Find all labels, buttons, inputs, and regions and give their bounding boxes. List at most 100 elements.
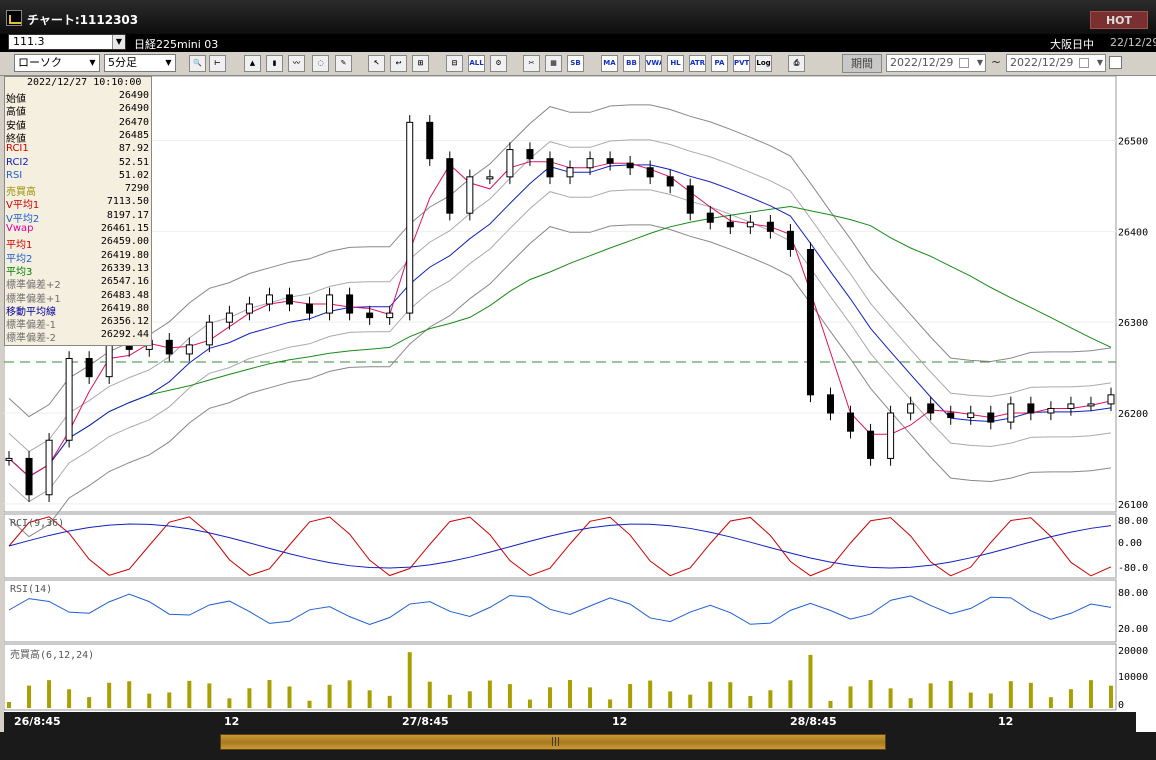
date-from-field[interactable]: 2022/12/29 ▼ [886,54,986,72]
hot-button[interactable]: HOT [1090,11,1148,29]
color-button[interactable]: ▦ [545,55,562,72]
chevron-down-icon[interactable]: ▼ [112,35,125,49]
pa-button[interactable]: PA [711,55,728,72]
candle-body [686,185,694,214]
rci-panel-label: RCI(9,36) [10,518,64,529]
volume-bar [568,680,573,708]
info-key: 標準偏差+1 [6,293,61,305]
volume-bar [547,687,552,708]
hl-button[interactable]: HL [667,55,684,72]
chevron-down-icon[interactable]: ▼ [89,58,96,67]
sb-button[interactable]: SB [567,55,584,72]
bar-button[interactable]: ▮ [266,55,283,72]
interval-select[interactable]: 5分足 ▼ [104,54,176,72]
info-key: 平均1 [6,240,33,252]
erase-button[interactable]: ↩ [390,55,407,72]
volume-bar [427,681,432,708]
volume-tick-label: 20000 [1118,646,1148,657]
info-value: 26356.12 [100,316,149,328]
cursor-button[interactable]: ⊢ [209,55,226,72]
candle-body [5,457,13,461]
volume-bar [648,680,653,708]
pointer-button[interactable]: ↖ [368,55,385,72]
info-key: RSI [6,169,23,181]
volume-bar [888,688,893,708]
vwap-button[interactable]: VWA [645,55,662,72]
info-key: RCI2 [6,156,29,168]
candle-body [406,121,414,314]
rci-tick-label: -80.0 [1118,563,1148,574]
ma-button[interactable]: MA [601,55,618,72]
volume-bar [487,680,492,708]
price-chart-svg[interactable]: RCI(9,36) RSI(14) 売買高(6,12,24) 26500 26400 26… [4,76,1156,712]
chevron-down-icon[interactable]: ▼ [165,58,172,67]
volume-tick-label: 10000 [1118,672,1148,683]
volume-bar [127,681,132,708]
log-button[interactable]: Log [755,55,772,72]
info-key: 平均2 [6,253,33,265]
candle-body [265,294,273,305]
date-from-value: 2022/12/29 [890,56,954,69]
option-checkbox[interactable] [1109,56,1122,69]
candle-body [245,303,253,314]
info-row: 売買高 7290 [5,183,151,198]
volume-bar [147,693,152,708]
price-panel [4,76,1117,513]
atr-button[interactable]: ATR [689,55,706,72]
info-row: 高値 26490 [5,103,151,118]
volume-bar [748,695,753,708]
info-value: 26292.44 [100,329,149,341]
pen-button[interactable]: ✎ [335,55,352,72]
wrench-button[interactable]: ✂ [523,55,540,72]
period-button[interactable]: 期間 [842,54,882,73]
date-to-field[interactable]: 2022/12/29 ▼ [1006,54,1106,72]
info-value: 26547.16 [100,276,149,288]
candle-body [907,403,915,414]
candle-body [386,312,394,319]
bb-button[interactable]: BB [623,55,640,72]
candle-body [586,158,594,169]
date-to-checkbox[interactable] [1079,58,1089,68]
candle2-button[interactable]: ⊞ [412,55,429,72]
volume-bar [788,680,793,708]
pvt-button[interactable]: PVT [733,55,750,72]
rci1-line [8,516,1112,577]
info-value: 26490 [118,90,149,101]
interval-value: 5分足 [108,56,137,69]
chart-type-select[interactable]: ローソク ▼ [14,54,100,72]
code-select[interactable]: 111.3 ▼ [8,34,126,50]
date-range-separator: ~ [991,55,1002,69]
info-row: 移動平均線 26419.80 [5,303,151,318]
candle-body [225,312,233,323]
tools-button[interactable]: ⚙ [490,55,507,72]
zoom-button[interactable]: 🔍 [189,55,206,72]
print-button[interactable]: ⎙ [788,55,805,72]
info-key: 終値 [6,133,26,145]
volume-bar [307,700,312,708]
chevron-down-icon[interactable]: ▼ [976,58,983,67]
info-value: 26459.00 [100,236,149,248]
chevron-down-icon[interactable]: ▼ [1096,58,1103,67]
x-axis-label: 28/8:45 [790,715,837,728]
volume-bar [1008,681,1013,708]
bollinger-upper-line [8,104,1112,418]
volume-bar [47,680,52,708]
date-from-checkbox[interactable] [959,58,969,68]
disabled-button[interactable]: ◌ [312,55,329,72]
chart-area[interactable]: RCI(9,36) RSI(14) 売買高(6,12,24) 26500 26400 26… [4,76,1156,736]
volume-bar [27,685,32,708]
candle-body [867,430,875,459]
bar2-button[interactable]: ⊟ [446,55,463,72]
candle-button[interactable]: ▲ [244,55,261,72]
rci-tick-label: 80.00 [1118,516,1148,527]
line-button[interactable]: 〰 [288,55,305,72]
scrollbar-thumb[interactable]: ||| [220,734,886,750]
info-value: 52.51 [118,156,149,168]
time-axis: 26/8:45 12 27/8:45 12 28/8:45 12 [4,712,1136,732]
volume-bar [768,690,773,708]
candle-body [746,221,754,228]
candle-body [967,412,975,419]
all-button[interactable]: ALL [468,55,485,72]
info-row: 標準偏差+2 26547.16 [5,276,151,291]
ma2-line [8,164,1112,478]
